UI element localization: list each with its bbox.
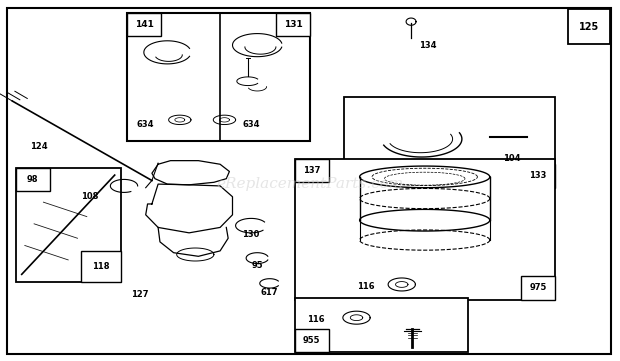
Text: 95: 95 [252,261,263,270]
Text: 108: 108 [81,192,99,201]
Bar [16,168,121,282]
Bar [521,276,555,300]
Text: 634: 634 [137,120,154,129]
Bar [294,298,468,352]
Text: eReplacementParts.com: eReplacementParts.com [216,177,404,191]
Text: 141: 141 [135,20,154,29]
Text: 975: 975 [529,283,547,292]
Text: 104: 104 [503,155,520,163]
Text: 118: 118 [92,262,110,271]
Text: 634: 634 [242,120,260,129]
Bar [344,97,555,188]
Text: 98: 98 [27,175,38,184]
Text: 116: 116 [357,283,374,291]
Bar [81,251,121,282]
Bar [521,164,555,188]
Bar [294,159,329,182]
Bar [294,13,555,97]
Text: 124: 124 [30,142,47,151]
Text: 134: 134 [419,41,436,49]
Text: 137: 137 [303,166,321,175]
Bar [276,13,310,36]
Bar [127,13,294,352]
Text: 130: 130 [242,230,260,239]
Text: 131: 131 [283,20,303,29]
Text: 125: 125 [579,22,599,31]
Bar [16,168,50,191]
Bar [294,159,555,300]
Text: 127: 127 [131,290,148,299]
Text: 133: 133 [529,171,547,180]
Text: 617: 617 [261,288,278,297]
Bar [294,329,329,352]
Text: 955: 955 [303,336,321,345]
Bar [127,13,161,36]
Bar [568,9,610,44]
Text: 116: 116 [308,315,325,324]
Bar [127,13,310,141]
